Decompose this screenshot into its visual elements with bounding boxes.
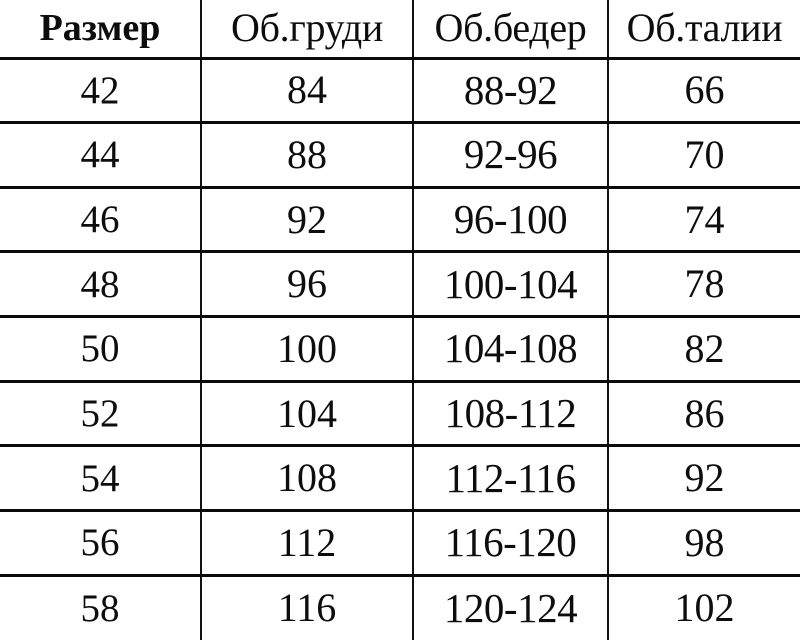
cell-size: 56: [0, 510, 201, 577]
cell-waist: 78: [607, 251, 800, 319]
table-body: 42 84 88-92 66 44 88 92-96 70 46 92 96-100 74 48 96 10…: [0, 58, 800, 640]
cell-chest: 104: [200, 381, 413, 448]
cell-waist: 66: [607, 58, 800, 125]
cell-hips: 116-120: [412, 510, 608, 577]
cell-waist: 70: [607, 122, 800, 189]
cell-hips: 108-112: [412, 381, 608, 448]
cell-size: 44: [0, 122, 201, 189]
cell-chest: 112: [200, 510, 413, 577]
cell-waist: 98: [607, 510, 800, 577]
cell-size: 48: [0, 251, 201, 319]
table-row: 52 104 108-112 86: [0, 381, 800, 448]
cell-waist: 74: [607, 187, 800, 254]
cell-size: 52: [0, 381, 201, 448]
cell-chest: 116: [200, 575, 413, 640]
table-row: 48 96 100-104 78: [0, 251, 800, 319]
cell-size: 54: [0, 445, 201, 513]
table-row: 46 92 96-100 74: [0, 187, 800, 254]
table-header: Размер Об.груди Об.бедер Об.талии: [0, 0, 800, 60]
cell-chest: 100: [200, 316, 413, 383]
cell-chest: 92: [200, 187, 413, 254]
cell-hips: 112-116: [412, 445, 608, 513]
table-row: 50 100 104-108 82: [0, 316, 800, 383]
cell-waist: 86: [607, 381, 800, 448]
cell-waist: 102: [607, 575, 800, 640]
cell-hips: 92-96: [412, 122, 608, 189]
cell-hips: 88-92: [412, 58, 608, 125]
cell-chest: 108: [200, 445, 413, 513]
table-row: 54 108 112-116 92: [0, 445, 800, 513]
cell-hips: 120-124: [412, 575, 608, 640]
cell-chest: 96: [200, 251, 413, 319]
table-row: 44 88 92-96 70: [0, 122, 800, 189]
cell-size: 42: [0, 58, 201, 125]
table-row: 42 84 88-92 66: [0, 58, 800, 125]
cell-waist: 92: [607, 445, 800, 513]
cell-size: 50: [0, 316, 201, 383]
cell-size: 58: [0, 575, 201, 640]
cell-chest: 84: [200, 58, 413, 125]
cell-hips: 96-100: [412, 187, 608, 254]
column-header-size: Размер: [0, 0, 201, 60]
cell-size: 46: [0, 187, 201, 254]
cell-waist: 82: [607, 316, 800, 383]
header-row: Размер Об.груди Об.бедер Об.талии: [0, 0, 800, 60]
cell-hips: 104-108: [412, 316, 608, 383]
table-row: 58 116 120-124 102: [0, 575, 800, 640]
cell-chest: 88: [200, 122, 413, 189]
column-header-waist: Об.талии: [607, 0, 800, 60]
column-header-chest: Об.груди: [200, 0, 413, 60]
cell-hips: 100-104: [412, 251, 608, 319]
table-row: 56 112 116-120 98: [0, 510, 800, 577]
column-header-hips: Об.бедер: [412, 0, 608, 60]
